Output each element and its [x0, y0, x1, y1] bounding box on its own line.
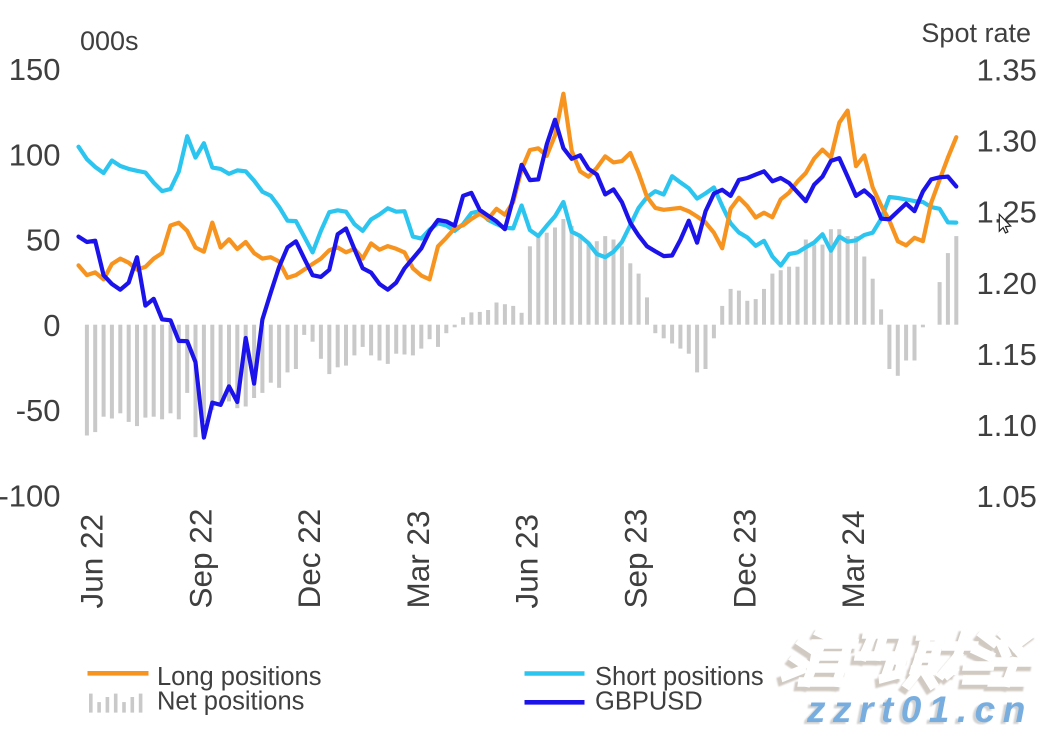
- svg-text:Mar 24: Mar 24: [835, 510, 871, 608]
- svg-text:150: 150: [9, 52, 61, 87]
- svg-text:-100: -100: [0, 478, 61, 513]
- svg-text:Dec 23: Dec 23: [726, 509, 762, 609]
- svg-text:000s: 000s: [80, 26, 139, 56]
- svg-text:100: 100: [9, 138, 61, 173]
- svg-text:-50: -50: [16, 393, 61, 428]
- svg-text:50: 50: [26, 223, 60, 258]
- svg-text:Sep 22: Sep 22: [182, 509, 218, 609]
- svg-text:Mar 23: Mar 23: [400, 510, 436, 608]
- svg-text:zzrt01.cn: zzrt01.cn: [806, 689, 1033, 725]
- svg-text:Jun 22: Jun 22: [74, 514, 110, 609]
- svg-text:Long positions: Long positions: [157, 663, 321, 691]
- svg-text:zzrt01.cn: zzrt01.cn: [803, 691, 1030, 725]
- svg-text:1.35: 1.35: [977, 52, 1037, 87]
- svg-text:GBPUSD: GBPUSD: [595, 688, 703, 716]
- svg-text:Spot rate: Spot rate: [921, 18, 1031, 48]
- svg-text:1.20: 1.20: [977, 266, 1037, 301]
- svg-text:Dec 22: Dec 22: [291, 509, 327, 609]
- svg-text:Sep 23: Sep 23: [618, 509, 654, 609]
- svg-text:Net positions: Net positions: [157, 688, 304, 716]
- svg-text:1.10: 1.10: [977, 408, 1037, 443]
- svg-text:1.30: 1.30: [977, 124, 1037, 159]
- svg-text:1.15: 1.15: [977, 337, 1037, 372]
- svg-text:Short positions: Short positions: [595, 663, 764, 691]
- svg-text:0: 0: [43, 308, 60, 343]
- svg-text:Jun 23: Jun 23: [509, 514, 545, 609]
- svg-text:1.05: 1.05: [977, 479, 1037, 514]
